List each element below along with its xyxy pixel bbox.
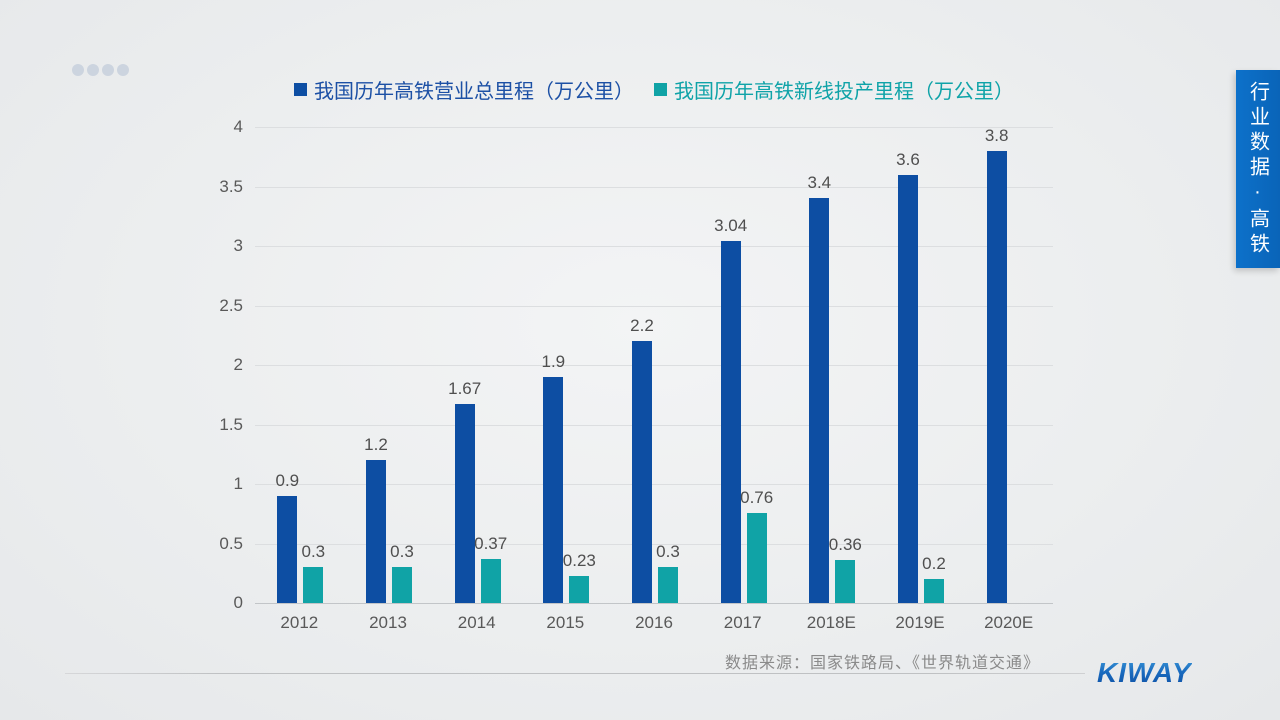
bar-value-label: 3.6 — [896, 149, 920, 169]
progress-dot — [87, 64, 99, 76]
x-axis-tick-label: 2017 — [723, 613, 762, 632]
bar-new-line-mileage — [303, 567, 324, 603]
bar-value-label: 0.9 — [275, 470, 300, 490]
bar-value-label: 0.37 — [474, 533, 508, 553]
progress-dot — [117, 64, 129, 76]
y-axis-tick-label: 2.5 — [219, 295, 243, 315]
bar-new-line-mileage — [924, 579, 944, 603]
bar-value-label: 0.3 — [656, 542, 680, 562]
legend-swatch-teal — [654, 83, 667, 96]
bar-new-line-mileage — [835, 560, 856, 603]
bar-new-line-mileage — [746, 512, 767, 603]
legend-swatch-blue — [294, 83, 307, 96]
bar-total-mileage — [809, 198, 830, 603]
bar-value-label: 3.04 — [714, 216, 748, 236]
kiway-logo: KIWAY — [1097, 657, 1192, 688]
bar-new-line-mileage — [480, 558, 501, 603]
side-banner-label: 行业数据·高铁 — [1246, 80, 1269, 258]
bar-value-label: 1.67 — [448, 379, 482, 399]
data-source-note: 数据来源：国家铁路局、《世界轨道交通》 — [724, 655, 1040, 672]
gridline — [255, 484, 1053, 485]
bar-new-line-mileage — [658, 567, 678, 603]
bar-value-label: 0.2 — [922, 554, 946, 574]
x-axis-tick-label: 2012 — [280, 613, 319, 632]
y-axis-tick-label: 3 — [233, 236, 243, 255]
progress-dot — [102, 64, 114, 76]
x-axis-tick-label: 2015 — [546, 613, 585, 632]
x-axis-tick-label: 2016 — [635, 613, 673, 632]
y-axis-tick-label: 1 — [233, 474, 243, 493]
legend-item-new-line-mileage: 我国历年高铁新线投产里程（万公里） — [654, 75, 1014, 104]
bar-value-label: 0.23 — [562, 550, 596, 570]
bar-total-mileage — [366, 460, 386, 603]
y-axis-tick-label: 1.5 — [219, 414, 243, 434]
gridline — [255, 543, 1053, 545]
bar-total-mileage — [720, 241, 741, 603]
gridline — [255, 127, 1053, 128]
gridline — [255, 424, 1053, 426]
x-axis-tick-label: 2018E — [806, 613, 856, 632]
bar-new-line-mileage — [569, 575, 590, 603]
slide-progress-dots — [72, 64, 129, 76]
bar-value-label: 0.3 — [390, 542, 414, 562]
bar-value-label: 1.9 — [541, 351, 566, 371]
gridline — [255, 603, 1053, 604]
gridline — [255, 365, 1053, 366]
bar-total-mileage — [632, 341, 652, 603]
y-axis-tick-label: 0 — [233, 593, 243, 612]
x-axis-tick-label: 2020E — [984, 613, 1034, 632]
bar-total-mileage — [986, 150, 1007, 603]
y-axis-tick-label: 4 — [233, 117, 243, 136]
y-axis-tick-label: 0.5 — [219, 533, 243, 553]
legend-label: 我国历年高铁营业总里程（万公里） — [314, 81, 634, 103]
x-axis-tick-label: 2014 — [457, 613, 496, 632]
bar-value-label: 3.4 — [807, 173, 832, 193]
y-axis-tick-label: 3.5 — [219, 176, 243, 196]
bar-total-mileage — [454, 404, 475, 603]
x-axis-tick-label: 2019E — [895, 613, 945, 632]
gridline — [255, 305, 1053, 307]
gridline — [255, 246, 1053, 247]
bar-total-mileage — [898, 174, 918, 603]
legend-label: 我国历年高铁新线投产里程（万公里） — [674, 81, 1014, 103]
bar-total-mileage — [277, 495, 298, 603]
x-axis-tick-label: 2013 — [369, 613, 407, 632]
bar-value-label: 1.2 — [364, 435, 388, 455]
side-banner: 行业数据·高铁 — [1236, 70, 1280, 268]
footer-divider — [65, 673, 1085, 674]
bar-value-label: 2.2 — [630, 316, 654, 336]
bar-new-line-mileage — [392, 567, 412, 603]
bar-value-label: 0.76 — [740, 487, 774, 507]
legend-item-total-mileage: 我国历年高铁营业总里程（万公里） — [294, 75, 634, 104]
progress-dot — [72, 64, 84, 76]
bar-total-mileage — [543, 376, 564, 603]
bar-value-label: 0.36 — [828, 535, 862, 555]
bar-value-label: 0.3 — [301, 542, 326, 562]
bar-value-label: 3.8 — [984, 125, 1009, 145]
chart-legend: 我国历年高铁营业总里程（万公里） 我国历年高铁新线投产里程（万公里） — [255, 75, 1053, 104]
gridline — [255, 186, 1053, 188]
y-axis-tick-label: 2 — [233, 355, 243, 374]
